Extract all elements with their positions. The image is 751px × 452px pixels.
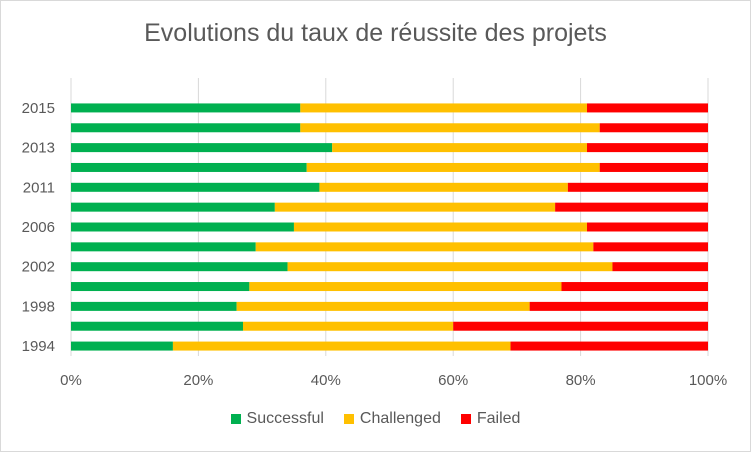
x-tick-label: 0% — [60, 372, 82, 389]
bar-successful-2000 — [71, 282, 250, 292]
bar-failed-1998 — [529, 301, 708, 311]
legend-swatch — [460, 414, 471, 424]
bar-challenged-2009 — [274, 202, 556, 212]
bar-successful-1994 — [71, 341, 173, 351]
y-tick-label: 2006 — [22, 219, 55, 236]
bar-challenged-2013 — [332, 143, 587, 153]
bar-challenged-2015 — [300, 103, 587, 113]
bar-failed-2009 — [555, 202, 708, 212]
bar-successful-2013 — [71, 143, 333, 153]
legend-label: Successful — [246, 410, 324, 427]
bar-failed-2000 — [561, 282, 708, 292]
legend-label: Failed — [476, 410, 521, 427]
bar-successful-1996 — [71, 321, 243, 331]
bar-challenged-2000 — [249, 282, 562, 292]
bar-successful-2015 — [71, 103, 301, 113]
y-tick-label: 1998 — [22, 298, 55, 315]
bar-successful-2014 — [71, 123, 301, 133]
bar-challenged-2012 — [306, 162, 600, 172]
bar-successful-2012 — [71, 162, 307, 172]
bar-challenged-2004 — [255, 242, 594, 252]
x-tick-label: 60% — [438, 372, 468, 389]
bar-challenged-2002 — [287, 262, 613, 272]
bar-failed-2004 — [593, 242, 708, 252]
bar-successful-2002 — [71, 262, 288, 272]
bar-failed-1996 — [453, 321, 708, 331]
bar-challenged-2006 — [293, 222, 587, 232]
bar-challenged-2011 — [319, 182, 568, 192]
legend-item-failed: Failed — [460, 410, 521, 428]
x-tick-label: 40% — [311, 372, 341, 389]
bar-failed-2011 — [567, 182, 708, 192]
legend-item-challenged: Challenged — [343, 410, 441, 428]
bar-challenged-1998 — [236, 301, 530, 311]
bar-challenged-1994 — [172, 341, 511, 351]
bar-failed-2002 — [612, 262, 708, 272]
x-tick-label: 20% — [183, 372, 213, 389]
y-tick-label: 2015 — [22, 100, 55, 117]
bar-challenged-1996 — [242, 321, 454, 331]
legend-swatch — [230, 414, 241, 424]
y-tick-label: 2013 — [22, 140, 55, 157]
y-tick-label: 1994 — [22, 338, 55, 355]
bar-successful-2011 — [71, 182, 320, 192]
bar-successful-2006 — [71, 222, 294, 232]
bar-failed-2013 — [586, 143, 708, 153]
bar-failed-2015 — [586, 103, 708, 113]
legend-label: Challenged — [359, 410, 441, 427]
x-tick-label: 100% — [689, 372, 727, 389]
y-tick-label: 2011 — [23, 179, 55, 196]
y-tick-label: 2002 — [22, 259, 55, 276]
chart-legend: Successful Challenged Failed — [1, 410, 750, 428]
bar-challenged-2014 — [300, 123, 600, 133]
bar-successful-1998 — [71, 301, 237, 311]
bar-successful-2009 — [71, 202, 275, 212]
chart-title: Evolutions du taux de réussite des proje… — [144, 19, 607, 47]
bar-failed-2012 — [599, 162, 708, 172]
x-tick-label: 80% — [566, 372, 596, 389]
bar-failed-2006 — [586, 222, 708, 232]
bar-failed-2014 — [599, 123, 708, 133]
legend-swatch — [343, 414, 354, 424]
bar-successful-2004 — [71, 242, 256, 252]
bar-failed-1994 — [510, 341, 708, 351]
legend-item-successful: Successful — [230, 410, 324, 428]
